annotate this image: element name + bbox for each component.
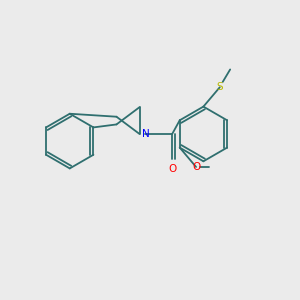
Text: O: O [192, 162, 200, 172]
Text: O: O [168, 164, 176, 174]
Text: N: N [142, 129, 149, 139]
Text: S: S [216, 82, 223, 92]
